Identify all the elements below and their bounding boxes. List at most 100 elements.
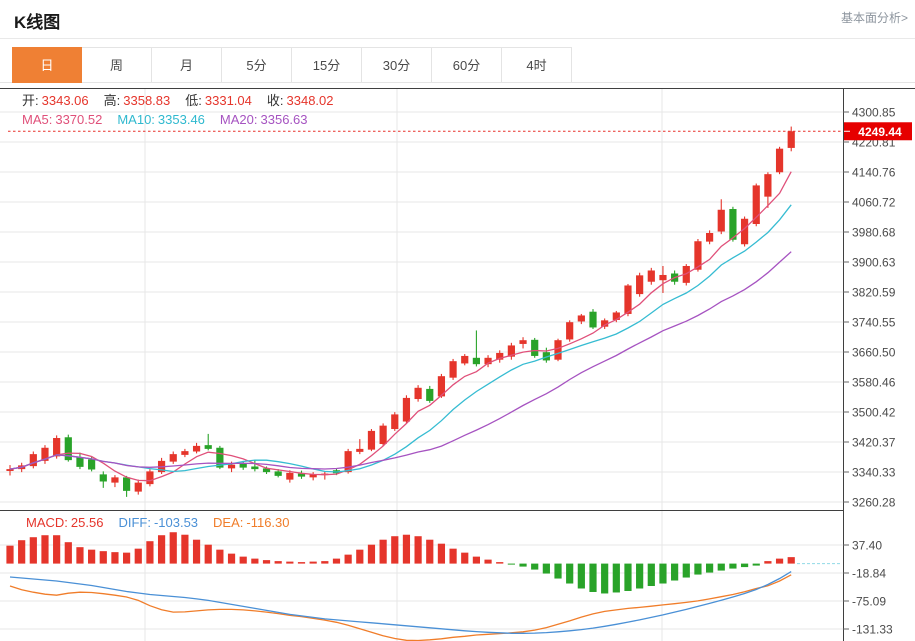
candle-body (729, 209, 737, 240)
header-divider (0, 38, 915, 39)
macd-bar (402, 534, 411, 564)
readout-label: DIFF: (118, 515, 151, 530)
macd-bar (192, 539, 201, 564)
readout-value: -103.53 (153, 515, 199, 530)
kline-chart[interactable]: 4300.854220.814140.764060.723980.683900.… (0, 88, 915, 641)
macd-bar (624, 563, 632, 591)
readout-label: DEA: (213, 515, 244, 530)
candle-body (519, 340, 527, 344)
tab-15分[interactable]: 15分 (292, 47, 362, 83)
macd-bar (239, 556, 247, 564)
macd-bar (706, 563, 714, 573)
readout-label: 低: (185, 93, 202, 108)
price-axis-label: 3900.63 (852, 256, 896, 270)
candle-body (402, 397, 411, 422)
candle-body (309, 474, 317, 478)
ohlc-readout-close: 收: 3348.02 (267, 93, 334, 108)
page-title: K线图 (14, 13, 61, 32)
macd-bar (181, 534, 189, 564)
macd-bar (414, 536, 422, 564)
price-axis-label: 3980.68 (852, 226, 896, 240)
macd-bar (717, 563, 725, 571)
readout-value: 3343.06 (41, 93, 89, 108)
candle-body (659, 274, 667, 281)
readout-label: 收: (266, 93, 284, 108)
macd-bar (647, 563, 655, 587)
tab-5分[interactable]: 5分 (222, 47, 292, 83)
price-axis-label: 3820.59 (852, 286, 896, 300)
tab-月[interactable]: 月 (152, 47, 222, 83)
readout-value: 25.56 (70, 515, 104, 530)
candle-body (775, 148, 784, 173)
candle-body (181, 451, 189, 455)
macd-bar (274, 561, 282, 564)
tab-60分[interactable]: 60分 (432, 47, 502, 83)
macd-readout: MACD: 25.56 DIFF: -103.53 DEA: -116.30 (26, 514, 305, 531)
macd-bar (589, 563, 597, 592)
candle-body (99, 474, 107, 482)
price-axis-label: 3740.55 (852, 316, 896, 330)
ma-readout-ma5: MA5: 3370.52 (22, 112, 102, 127)
macd-bar (356, 549, 364, 564)
candle-body (227, 464, 236, 469)
macd-bar (53, 535, 61, 564)
tab-30分[interactable]: 30分 (362, 47, 432, 83)
macd-bar (204, 544, 212, 564)
tab-日[interactable]: 日 (12, 47, 82, 83)
candle-body (239, 463, 247, 468)
ohlc-readout-high: 高: 3358.83 (104, 93, 171, 108)
candle-body (216, 447, 224, 468)
tab-4时[interactable]: 4时 (502, 47, 572, 83)
readout-value: -116.30 (246, 515, 290, 530)
macd-bar (729, 563, 737, 569)
macd-bar (764, 561, 772, 564)
candle-body (554, 340, 562, 360)
macd-bar (461, 552, 469, 564)
readout-label: MA5: (22, 112, 53, 127)
candle-body (53, 438, 61, 457)
candle-body (192, 445, 201, 452)
ohlc-readout: 开: 3343.06 高: 3358.83 低: 3331.04 收: 3348.02 (22, 92, 349, 109)
tab-周[interactable]: 周 (82, 47, 152, 83)
readout-label: 开: (22, 93, 39, 108)
readout-value: 3353.46 (157, 112, 205, 127)
fundamental-analysis-link[interactable]: 基本面分析> (840, 11, 908, 25)
candle-body (472, 357, 480, 365)
readout-value: 3348.02 (286, 93, 334, 108)
macd-bar (344, 554, 352, 564)
candle-body (764, 174, 772, 197)
price-axis-label: 4060.72 (852, 196, 896, 210)
candle-body (414, 387, 422, 400)
macd-bar (682, 563, 690, 578)
readout-label: MACD: (26, 515, 68, 530)
price-axis-label: 3340.33 (852, 466, 896, 480)
ma5-line (9, 171, 792, 482)
ohlc-readout-open: 开: 3343.06 (22, 93, 89, 108)
macd-bar (216, 549, 224, 564)
macd-bar (332, 558, 341, 564)
macd-bar (6, 545, 14, 564)
macd-bar (636, 563, 644, 589)
readout-value: 3331.04 (204, 93, 252, 108)
macd-axis-label: 37.40 (852, 539, 882, 553)
candle-body (624, 285, 632, 314)
macd-bar (134, 548, 142, 564)
macd-bar (286, 561, 294, 564)
candle-body (297, 473, 306, 477)
macd-readout-diff: DIFF: -103.53 (118, 515, 198, 530)
macd-bar (426, 539, 434, 564)
macd-bar (379, 539, 387, 564)
price-axis-label: 4300.85 (852, 106, 896, 120)
current-price-badge (844, 122, 912, 141)
macd-bar (367, 544, 376, 564)
macd-bar (671, 563, 679, 581)
readout-label: 高: (103, 93, 121, 108)
macd-bar (740, 563, 749, 568)
candle-body (146, 471, 154, 485)
candle-body (111, 477, 119, 483)
current-price-badge-label: 4249.44 (858, 125, 902, 139)
ma-readout-ma20: MA20: 3356.63 (220, 112, 308, 127)
candle-body (740, 218, 749, 245)
candle-body (134, 482, 142, 492)
